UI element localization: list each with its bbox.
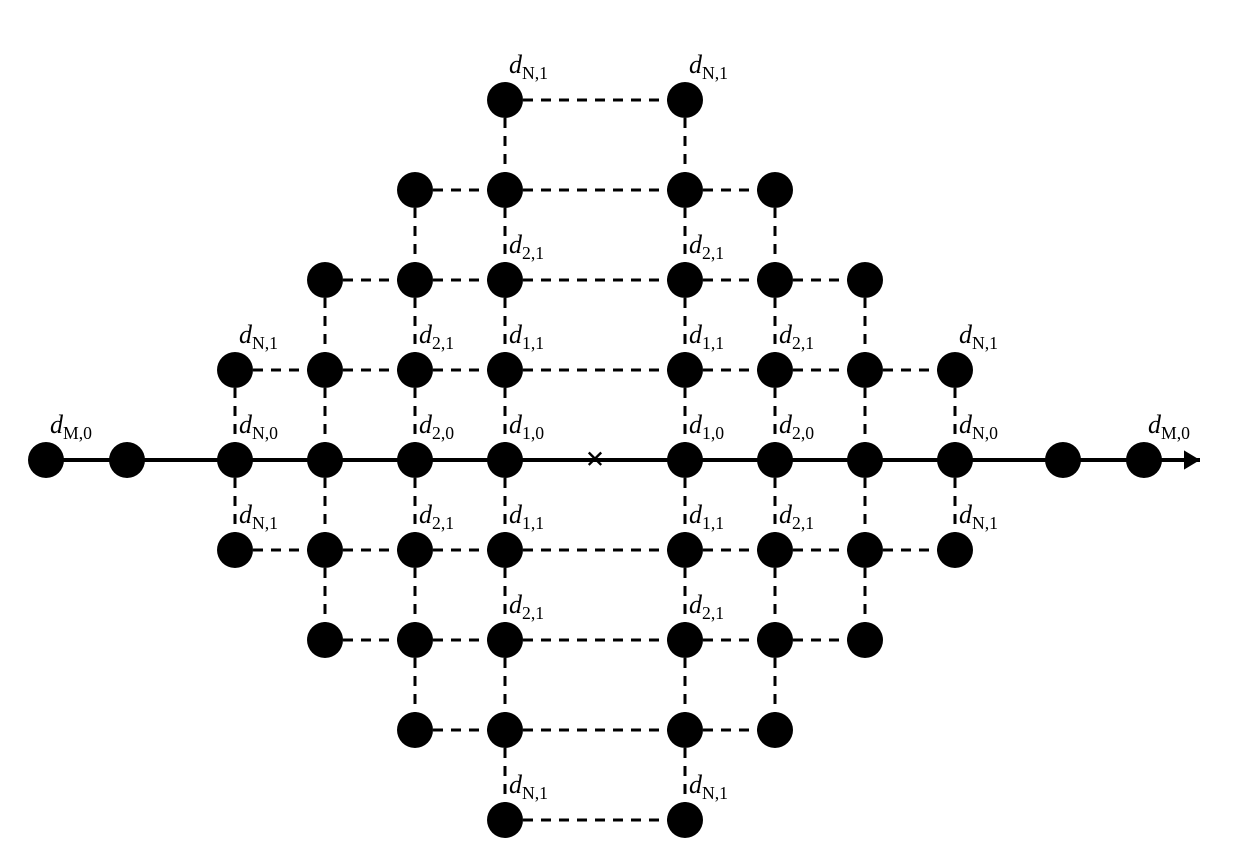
grid-node [28, 442, 64, 478]
grid-node [397, 712, 433, 748]
grid-node [757, 622, 793, 658]
node-label: dN,1 [239, 500, 278, 534]
center-cross: × [585, 441, 604, 479]
grid-node [487, 802, 523, 838]
grid-node [1045, 442, 1081, 478]
node-label: d1,0 [689, 410, 724, 444]
grid-node [667, 532, 703, 568]
grid-node [757, 442, 793, 478]
grid-node [397, 442, 433, 478]
grid-node [667, 82, 703, 118]
node-label: d2,1 [779, 320, 814, 354]
node-label: d1,1 [689, 320, 724, 354]
grid-node [397, 262, 433, 298]
node-label: d2,0 [419, 410, 454, 444]
grid-node [757, 532, 793, 568]
grid-node [307, 262, 343, 298]
grid-node [937, 532, 973, 568]
grid-node [667, 802, 703, 838]
node-label: d2,1 [779, 500, 814, 534]
grid-node [397, 352, 433, 388]
node-label: d2,1 [419, 500, 454, 534]
grid-node [487, 262, 523, 298]
node-label: dN,1 [689, 50, 728, 84]
grid-node [487, 712, 523, 748]
grid-node [307, 442, 343, 478]
node-label: d2,1 [509, 590, 544, 624]
grid-node [487, 622, 523, 658]
grid-node [487, 442, 523, 478]
node-label: d1,1 [689, 500, 724, 534]
grid-node [847, 352, 883, 388]
grid-node [487, 82, 523, 118]
node-label: dN,1 [689, 770, 728, 804]
node-label: d1,1 [509, 500, 544, 534]
grid-node [487, 352, 523, 388]
grid-node [757, 712, 793, 748]
grid-node [109, 442, 145, 478]
grid-node [847, 262, 883, 298]
node-label: dN,1 [959, 500, 998, 534]
grid-node [397, 622, 433, 658]
node-label: d2,1 [689, 590, 724, 624]
grid-node [667, 622, 703, 658]
node-label: d2,1 [419, 320, 454, 354]
grid-node [847, 532, 883, 568]
node-label: d2,1 [509, 230, 544, 264]
node-label: dN,0 [959, 410, 998, 444]
grid-node [307, 622, 343, 658]
grid-node [667, 712, 703, 748]
grid-node [397, 172, 433, 208]
grid-node [217, 352, 253, 388]
grid-node [937, 442, 973, 478]
node-label: dM,0 [50, 410, 92, 444]
node-label: dN,1 [509, 50, 548, 84]
grid-node [667, 262, 703, 298]
diagram-canvas: × dN,0 d2,0 d1,0 d1,0 d2,0 dN,0 dN,1 d2,1 d1,1 d1,… [0, 0, 1240, 858]
grid-node [667, 352, 703, 388]
edges-layer [0, 0, 1240, 858]
node-label: dN,1 [509, 770, 548, 804]
grid-node [847, 622, 883, 658]
grid-node [487, 532, 523, 568]
grid-node [307, 352, 343, 388]
grid-node [847, 442, 883, 478]
grid-node [757, 262, 793, 298]
grid-node [937, 352, 973, 388]
grid-node [397, 532, 433, 568]
grid-node [307, 532, 343, 568]
grid-node [217, 442, 253, 478]
grid-node [757, 172, 793, 208]
node-label: d2,0 [779, 410, 814, 444]
grid-node [667, 442, 703, 478]
node-label: dN,1 [239, 320, 278, 354]
node-label: d1,1 [509, 320, 544, 354]
node-label: dN,1 [959, 320, 998, 354]
node-label: d1,0 [509, 410, 544, 444]
node-label: dM,0 [1148, 410, 1190, 444]
grid-node [487, 172, 523, 208]
node-label: d2,1 [689, 230, 724, 264]
grid-node [757, 352, 793, 388]
grid-node [217, 532, 253, 568]
node-label: dN,0 [239, 410, 278, 444]
grid-node [1126, 442, 1162, 478]
grid-node [667, 172, 703, 208]
